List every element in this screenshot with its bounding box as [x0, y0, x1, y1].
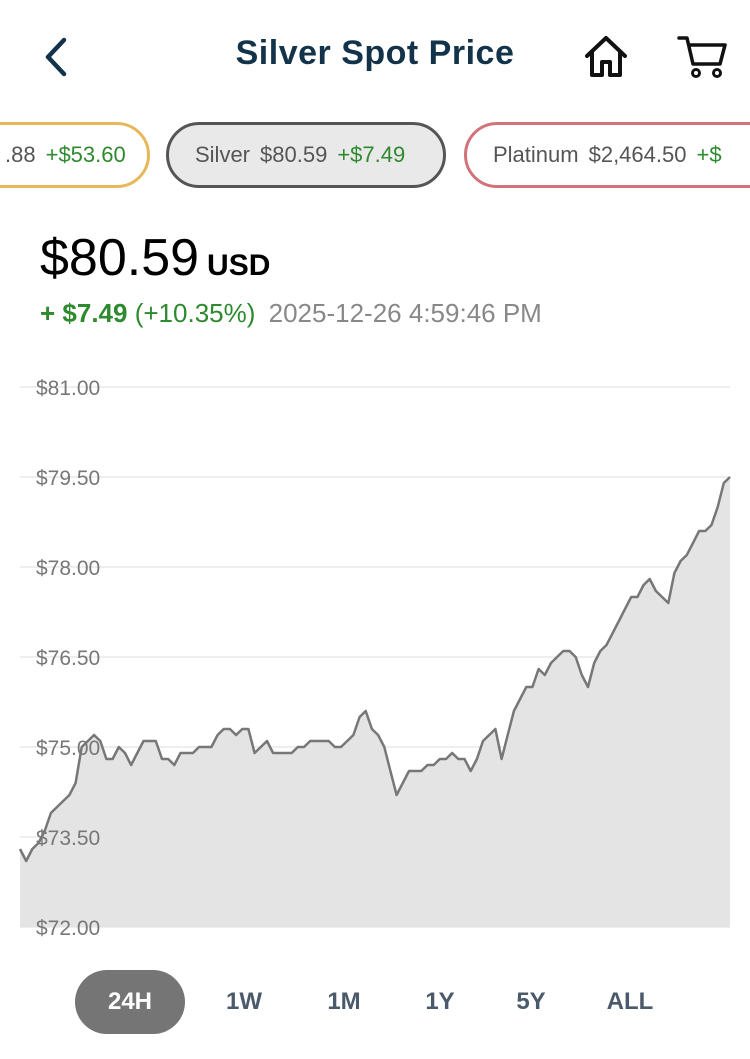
ticker-name: Silver: [195, 142, 251, 167]
price-series-line: [18, 476, 731, 863]
app-header: Silver Spot Price: [0, 0, 750, 112]
y-tick-label: $81.00: [36, 377, 100, 400]
ticker-change: +$: [696, 142, 722, 167]
y-tick-label: $76.50: [36, 647, 100, 670]
price-change: + $7.49: [40, 298, 128, 328]
range-button-1w[interactable]: 1W: [226, 988, 262, 1015]
metal-ticker-strip: .88 +$53.60 Silver $80.59 +$7.49 Platinu…: [0, 122, 750, 192]
y-tick-label: $75.00: [36, 737, 100, 760]
range-button-24h[interactable]: 24H: [75, 970, 185, 1034]
price-area-fill: [20, 477, 730, 927]
ticker-price: $2,464.50: [588, 142, 687, 167]
ticker-change: +$7.49: [337, 142, 406, 167]
y-tick-label: $72.00: [36, 917, 100, 940]
ticker-chip-platinum[interactable]: Platinum $2,464.50 +$: [464, 122, 750, 188]
current-price-block: $80.59 USD: [40, 228, 270, 288]
price-chart[interactable]: $81.00 $79.50 $78.00 $76.50 $75.00 $73.50 $72.…: [0, 360, 750, 960]
price-change-line: + $7.49 (+10.35%) 2025-12-26 4:59:46 PM: [40, 298, 542, 329]
ticker-price: $80.59: [260, 142, 328, 167]
y-tick-label: $78.00: [36, 557, 100, 580]
range-button-1y[interactable]: 1Y: [425, 988, 455, 1015]
range-selector: 24H 1W 1M 1Y 5Y ALL: [0, 966, 750, 1036]
ticker-chip-gold[interactable]: .88 +$53.60: [0, 122, 150, 188]
ticker-change: +$53.60: [45, 142, 126, 167]
ticker-chip-silver[interactable]: Silver $80.59 +$7.49: [166, 122, 446, 188]
home-icon[interactable]: [582, 32, 630, 80]
y-tick-label: $73.50: [36, 827, 100, 850]
price-timestamp: 2025-12-26 4:59:46 PM: [268, 298, 542, 328]
range-button-all[interactable]: ALL: [606, 988, 654, 1015]
currency-label: USD: [207, 249, 271, 282]
range-button-5y[interactable]: 5Y: [516, 988, 546, 1015]
y-tick-label: $79.50: [36, 467, 100, 490]
range-button-1m[interactable]: 1M: [327, 988, 361, 1015]
chevron-left-icon[interactable]: [38, 34, 78, 80]
ticker-name: Platinum: [493, 142, 579, 167]
page-title: Silver Spot Price: [235, 34, 515, 72]
cart-icon[interactable]: [676, 32, 728, 80]
price-change-percent: (+10.35%): [134, 298, 256, 328]
ticker-price: .88: [5, 142, 36, 167]
current-price: $80.59: [40, 229, 200, 287]
